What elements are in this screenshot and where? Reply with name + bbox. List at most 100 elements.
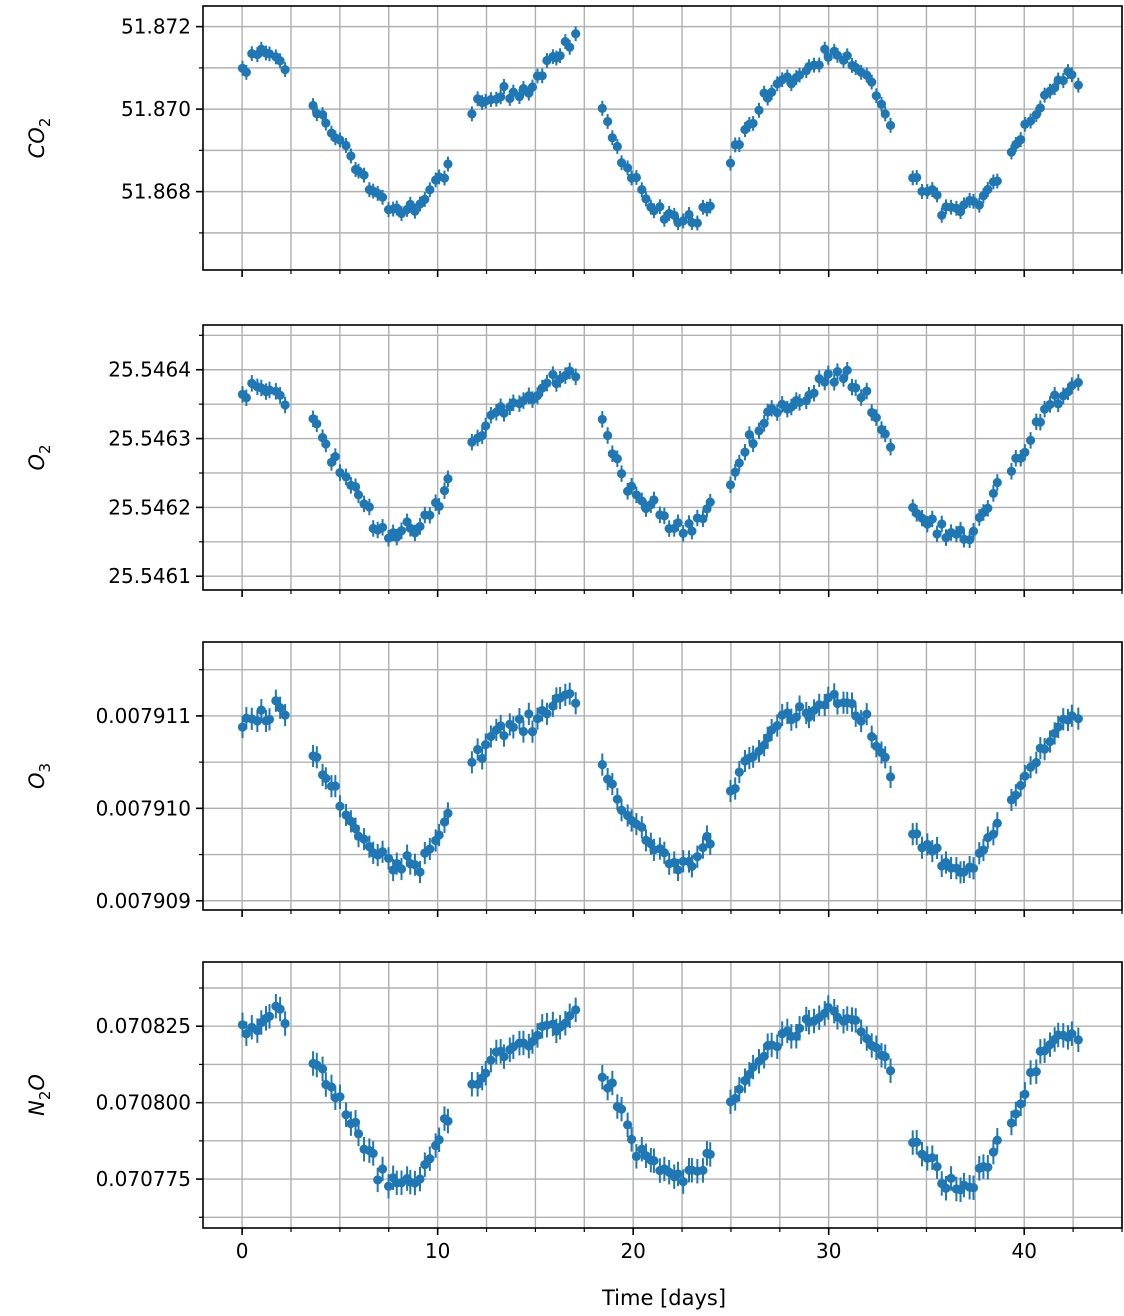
data-point xyxy=(698,514,708,524)
data-point xyxy=(443,808,453,818)
data-point xyxy=(241,67,251,77)
data-point xyxy=(252,716,262,726)
data-point xyxy=(548,370,558,380)
data-point xyxy=(443,159,453,169)
y-tick-label: 51.872 xyxy=(121,15,191,39)
data-point xyxy=(871,1043,881,1053)
data-point xyxy=(1025,116,1036,126)
data-point xyxy=(280,710,290,720)
data-point xyxy=(705,497,715,507)
data-point xyxy=(932,529,942,539)
x-axis-label: Time [days] xyxy=(601,1286,726,1310)
data-point xyxy=(396,526,407,536)
data-point xyxy=(481,1068,491,1078)
data-point xyxy=(326,1082,337,1092)
data-point xyxy=(649,1156,659,1166)
data-point xyxy=(359,170,369,180)
data-point xyxy=(659,511,669,521)
data-point xyxy=(335,1092,345,1102)
data-point xyxy=(655,202,665,212)
data-point xyxy=(527,82,538,92)
data-point xyxy=(1058,75,1068,86)
data-point xyxy=(856,716,866,726)
data-point xyxy=(280,65,290,75)
data-point xyxy=(983,503,993,513)
data-point xyxy=(275,703,285,713)
data-point xyxy=(346,151,356,161)
axes-frame xyxy=(202,5,1123,271)
data-point xyxy=(955,207,966,217)
data-point xyxy=(862,709,872,719)
y-axis-label: O3 xyxy=(25,763,54,789)
data-point xyxy=(612,454,622,464)
data-point xyxy=(565,1011,575,1021)
y-axis-label: N2O xyxy=(25,1074,54,1116)
data-point xyxy=(335,135,345,145)
data-point xyxy=(1050,390,1060,400)
data-point xyxy=(678,216,688,226)
data-point xyxy=(1020,1089,1030,1099)
data-point xyxy=(607,779,617,789)
data-point xyxy=(1045,736,1055,747)
data-point xyxy=(832,50,843,60)
data-point xyxy=(1031,758,1041,768)
data-point xyxy=(241,1029,251,1039)
data-point xyxy=(880,109,890,119)
data-point xyxy=(377,847,388,857)
data-point xyxy=(434,501,444,511)
data-point xyxy=(597,1072,607,1082)
data-point xyxy=(862,1033,872,1044)
data-point xyxy=(1016,780,1026,791)
data-point xyxy=(673,865,683,875)
data-point xyxy=(932,843,942,853)
data-point xyxy=(1073,80,1083,90)
data-point xyxy=(838,373,849,384)
data-point xyxy=(740,447,750,457)
data-point xyxy=(623,1120,633,1130)
data-point xyxy=(537,71,547,81)
panel-n2o: 0.070775 0.070800 0.070825 N2O 0 10 20 30 40 xyxy=(25,961,1123,1263)
data-point xyxy=(862,386,872,396)
x-tick-label: 10 xyxy=(425,1239,450,1263)
data-point xyxy=(626,1134,637,1144)
data-point xyxy=(941,1183,951,1193)
y-tick-label: 0.007911 xyxy=(96,704,191,728)
data-point xyxy=(867,732,877,742)
data-point xyxy=(542,709,552,719)
data-point xyxy=(373,1175,383,1185)
data-point xyxy=(992,477,1002,488)
data-point xyxy=(748,439,758,449)
data-point xyxy=(842,365,852,375)
data-point xyxy=(744,1069,754,1079)
data-point xyxy=(603,430,613,441)
data-point xyxy=(1035,103,1045,113)
data-point xyxy=(880,752,890,762)
data-point xyxy=(851,383,861,393)
data-point xyxy=(820,44,830,54)
data-point xyxy=(532,714,543,724)
data-point xyxy=(571,698,581,708)
data-point xyxy=(527,1036,538,1047)
data-point xyxy=(809,388,819,398)
data-point xyxy=(856,1027,866,1037)
data-point xyxy=(1067,1029,1077,1039)
data-point xyxy=(542,378,552,388)
data-point xyxy=(983,184,993,195)
data-point xyxy=(321,773,331,783)
data-point xyxy=(772,408,782,418)
data-point xyxy=(759,740,769,750)
data-point xyxy=(705,1149,715,1160)
data-point xyxy=(616,469,627,479)
data-point xyxy=(1016,134,1026,145)
data-point xyxy=(434,830,444,840)
data-point xyxy=(280,1018,290,1029)
data-point xyxy=(383,853,394,863)
data-point xyxy=(499,408,509,418)
data-point xyxy=(1020,447,1030,457)
data-point xyxy=(275,56,285,66)
data-point xyxy=(1073,377,1083,388)
data-point xyxy=(439,173,450,183)
data-point xyxy=(829,377,839,387)
data-point xyxy=(565,366,575,376)
